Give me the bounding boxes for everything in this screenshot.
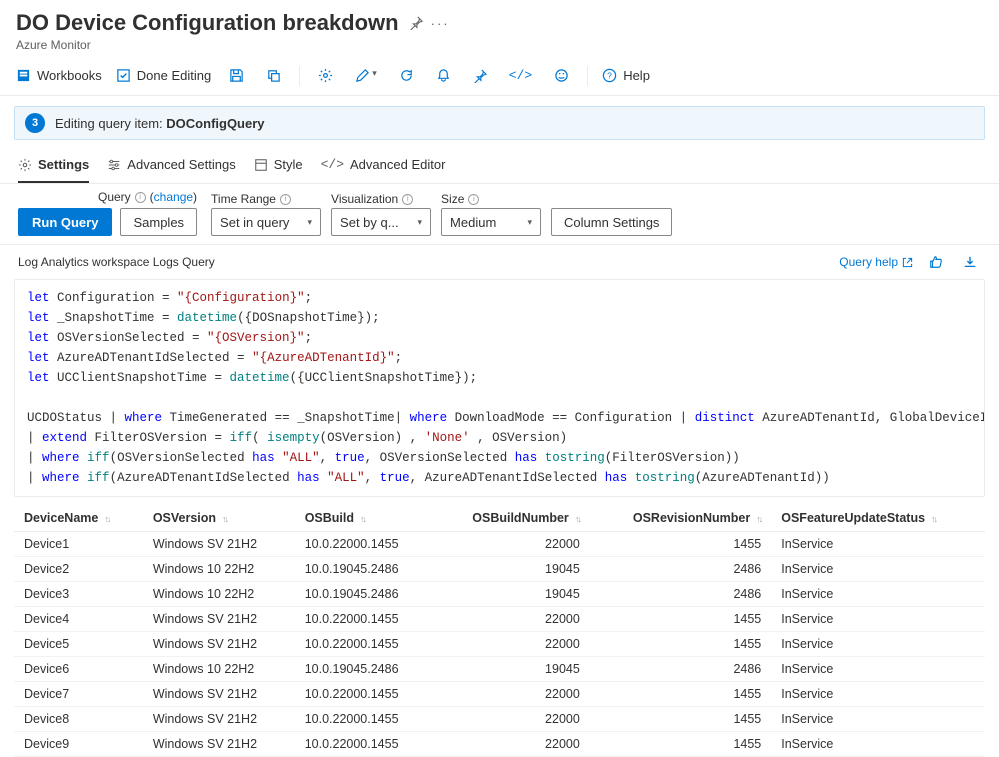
table-row[interactable]: Device3Windows 10 22H210.0.19045.2486190… (14, 582, 985, 607)
svg-text:?: ? (607, 70, 612, 80)
table-row[interactable]: Device5Windows SV 21H210.0.22000.1455220… (14, 632, 985, 657)
info-icon[interactable]: i (468, 194, 479, 205)
table-row[interactable]: Device1Windows SV 21H210.0.22000.1455220… (14, 532, 985, 557)
query-section-header: Log Analytics workspace Logs Query Query… (0, 245, 999, 279)
column-settings-button[interactable]: Column Settings (551, 208, 672, 236)
column-header-DeviceName[interactable]: DeviceName↑↓ (14, 505, 143, 532)
visualization-dropdown[interactable]: Set by q...▾ (331, 208, 431, 236)
page-subtitle: Azure Monitor (16, 38, 983, 52)
table-row[interactable]: Device7Windows SV 21H210.0.22000.1455220… (14, 682, 985, 707)
done-editing-label: Done Editing (137, 68, 211, 83)
table-row[interactable]: Device2Windows 10 22H210.0.19045.2486190… (14, 557, 985, 582)
main-toolbar: Workbooks Done Editing ▾ </> ? Help (0, 56, 999, 96)
section-title: Log Analytics workspace Logs Query (18, 255, 215, 269)
help-label: Help (623, 68, 650, 83)
table-row[interactable]: Device6Windows 10 22H210.0.19045.2486190… (14, 657, 985, 682)
code-brackets-icon[interactable]: </> (505, 64, 536, 87)
params-bar: Query i change Run Query Samples Time Ra… (0, 184, 999, 245)
time-range-dropdown[interactable]: Set in query▾ (211, 208, 321, 236)
tab-style[interactable]: Style (254, 148, 303, 183)
results-table-wrap: DeviceName↑↓OSVersion↑↓OSBuild↑↓OSBuildN… (14, 505, 985, 757)
column-header-OSBuildNumber[interactable]: OSBuildNumber↑↓ (434, 505, 590, 532)
refresh-icon[interactable] (395, 64, 418, 87)
banner-text: Editing query item: DOConfigQuery (55, 116, 265, 131)
info-icon[interactable]: i (135, 192, 146, 203)
edit-banner: 3 Editing query item: DOConfigQuery (14, 106, 985, 140)
table-row[interactable]: Device8Windows SV 21H210.0.22000.1455220… (14, 707, 985, 732)
run-query-button[interactable]: Run Query (18, 208, 112, 236)
page-title: DO Device Configuration breakdown (16, 10, 399, 36)
help-icon: ? (602, 68, 617, 83)
help-button[interactable]: ? Help (602, 68, 650, 83)
editor-tabs: Settings Advanced Settings Style </> Adv… (0, 148, 999, 184)
column-header-OSBuild[interactable]: OSBuild↑↓ (295, 505, 434, 532)
workbooks-label: Workbooks (37, 68, 102, 83)
gear-icon (18, 158, 32, 172)
info-icon[interactable]: i (280, 194, 291, 205)
code-icon: </> (321, 157, 344, 172)
query-editor[interactable]: let Configuration = "{Configuration}";le… (14, 279, 985, 497)
size-label: Sizei (441, 192, 541, 206)
query-help-link[interactable]: Query help (839, 255, 913, 269)
page-header: DO Device Configuration breakdown ··· Az… (0, 0, 999, 56)
feedback-smiley-icon[interactable] (550, 64, 573, 87)
done-editing-button[interactable]: Done Editing (116, 68, 211, 83)
workbooks-icon (16, 68, 31, 83)
step-number: 3 (25, 113, 45, 133)
style-icon (254, 158, 268, 172)
toolbar-separator (587, 66, 588, 86)
done-editing-icon (116, 68, 131, 83)
column-header-OSRevisionNumber[interactable]: OSRevisionNumber↑↓ (590, 505, 771, 532)
more-icon[interactable]: ··· (431, 16, 450, 31)
save-icon[interactable] (225, 64, 248, 87)
results-table: DeviceName↑↓OSVersion↑↓OSBuild↑↓OSBuildN… (14, 505, 985, 757)
column-header-OSFeatureUpdateStatus[interactable]: OSFeatureUpdateStatus↑↓ (771, 505, 985, 532)
size-dropdown[interactable]: Medium▾ (441, 208, 541, 236)
toolbar-separator (299, 66, 300, 86)
download-icon[interactable] (959, 251, 981, 273)
pin-icon[interactable] (409, 16, 423, 30)
change-link[interactable]: change (150, 190, 197, 204)
time-range-label: Time Rangei (211, 192, 321, 206)
workbooks-button[interactable]: Workbooks (16, 68, 102, 83)
table-row[interactable]: Device9Windows SV 21H210.0.22000.1455220… (14, 732, 985, 757)
alert-bell-icon[interactable] (432, 64, 455, 87)
edit-pencil-icon[interactable]: ▾ (351, 64, 381, 87)
tab-advanced-settings[interactable]: Advanced Settings (107, 148, 235, 183)
settings-gear-icon[interactable] (314, 64, 337, 87)
copy-icon[interactable] (262, 64, 285, 87)
visualization-label: Visualizationi (331, 192, 431, 206)
table-row[interactable]: Device4Windows SV 21H210.0.22000.1455220… (14, 607, 985, 632)
query-label: Query i change (98, 190, 197, 204)
sliders-icon (107, 158, 121, 172)
thumbs-up-icon[interactable] (925, 251, 947, 273)
column-header-OSVersion[interactable]: OSVersion↑↓ (143, 505, 295, 532)
info-icon[interactable]: i (402, 194, 413, 205)
tab-advanced-editor[interactable]: </> Advanced Editor (321, 148, 446, 183)
samples-button[interactable]: Samples (120, 208, 197, 236)
tab-settings[interactable]: Settings (18, 148, 89, 183)
pin-toolbar-icon[interactable] (469, 65, 491, 87)
